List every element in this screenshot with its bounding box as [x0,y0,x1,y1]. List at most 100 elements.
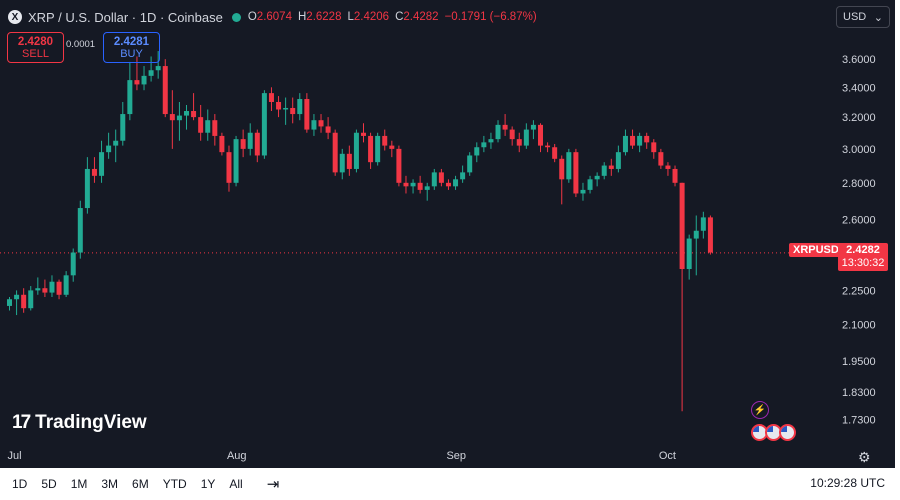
buy-button[interactable]: 2.4281 BUY [103,32,160,63]
calendar-icon[interactable]: ⇥ [266,476,280,493]
x-tick-label: Aug [227,450,247,462]
candle-body [311,120,317,130]
candle-body [49,281,55,293]
candle-body [608,165,614,169]
candle-body [495,124,501,140]
candle-body [523,129,529,146]
buy-label: BUY [120,47,143,60]
candle-body [516,139,522,146]
timeframe-ytd[interactable]: YTD [162,477,187,491]
candle-body [304,99,310,130]
candle-body [615,152,621,169]
candle-body [389,145,395,149]
us-flag-icon[interactable] [765,424,782,441]
candle-body [467,155,473,173]
tradingview-logo-text: TradingView [35,412,147,433]
candle-body [84,168,90,209]
currency-select[interactable]: USD ⌄ [836,6,890,28]
timeframe-3m[interactable]: 3M [101,477,119,491]
candle-body [226,152,232,183]
candle-body [707,217,713,253]
y-tick-label: 1.8300 [842,387,876,399]
ohlc-low: L2.4206 [347,11,390,23]
candlestick-chart[interactable]: 3.6000 3.4000 3.2000 3.0000 2.8000 2.6000 2.25… [0,0,895,468]
candle-body [219,135,225,153]
candle-body [644,135,650,143]
ohlc-close: C2.4282 [395,11,439,23]
candle-body [290,107,296,115]
candle-body [693,230,699,239]
y-tick-label: 2.6000 [842,214,876,226]
economic-events[interactable] [751,424,796,441]
candle-body [113,140,119,146]
candle-body [396,148,402,183]
candle-body [212,120,218,136]
candle-body [261,93,267,156]
ohlc-values: O2.6074 H2.6228 L2.4206 C2.4282 −0.1791 … [248,11,537,23]
candle-body [276,101,282,110]
candle-body [70,252,76,276]
candle-body [545,145,551,148]
candle-body [35,288,41,291]
sell-label: SELL [22,47,49,60]
candle-body [184,111,189,116]
timeframe-1m[interactable]: 1M [70,477,88,491]
y-tick-label: 3.0000 [842,144,876,156]
sell-button[interactable]: 2.4280 SELL [7,32,64,63]
chevron-down-icon: ⌄ [873,11,883,24]
candle-body [665,165,671,169]
candle-body [538,124,543,146]
timeframe-all[interactable]: All [229,477,243,491]
us-flag-icon[interactable] [779,424,796,441]
chart-area[interactable]: 3.6000 3.4000 3.2000 3.0000 2.8000 2.6000 2.25… [0,0,895,468]
gear-icon[interactable]: ⚙ [858,449,871,465]
symbol-price-tag: XRPUSD [789,243,843,257]
candle-body [77,208,83,253]
candle-body [233,139,239,183]
candle-body [382,135,388,146]
x-tick-label: Oct [659,450,676,462]
candle-body [488,139,494,143]
candle-body [375,135,381,163]
candle-body [481,142,487,148]
candle-body [637,135,643,146]
y-tick-label: 2.8000 [842,178,876,190]
candle-body [240,139,246,149]
candle-body [686,238,692,270]
candle-body [361,132,366,136]
candle-body [530,124,536,130]
symbol-title[interactable]: XRP / U.S. Dollar · 1D · Coinbase [28,9,223,25]
candle-body [176,115,182,121]
timeframe-1d[interactable]: 1D [12,477,28,491]
candle-body [460,172,466,180]
candle-body [353,132,359,169]
timeframe-5d[interactable]: 5D [41,477,57,491]
candle-body [559,158,565,180]
lightning-event-icon[interactable]: ⚡ [751,401,769,419]
tradingview-logo: 17 TradingView [12,412,147,434]
candle-body [268,93,274,102]
candle-body [403,182,409,187]
ohlc-change: −0.1791 (−6.87%) [444,11,537,23]
market-status-dot [231,12,241,22]
ohlc-high: H2.6228 [297,11,342,23]
candle-body [672,168,678,183]
candle-body [332,132,338,173]
timeframe-1y[interactable]: 1Y [200,477,216,491]
candle-body [679,182,685,270]
candle-body [99,152,105,176]
candle-body [438,172,444,183]
candle-body [630,135,636,146]
candle-body [566,152,572,180]
clock-time[interactable]: 10:29:28 UTC [810,476,885,490]
chart-header: X XRP / U.S. Dollar · 1D · Coinbase O2.6… [8,6,537,28]
timeframe-6m[interactable]: 6M [132,477,149,491]
candle-body [120,114,126,141]
candle-body [318,120,324,127]
candle-body [254,132,260,156]
y-tick-label: 2.2500 [842,285,876,297]
candle-body [198,117,204,133]
candle-body [169,114,175,121]
ohlc-open: O2.6074 [247,11,292,23]
